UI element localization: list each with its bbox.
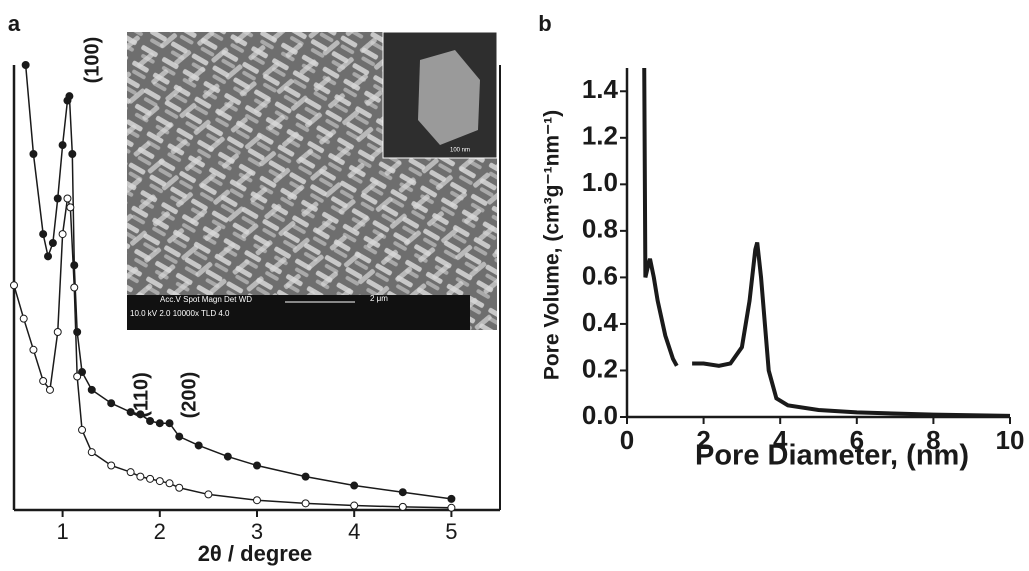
data-point [136, 410, 145, 419]
data-point [155, 477, 164, 486]
data-point [58, 230, 67, 239]
data-point [66, 203, 75, 212]
y-tick-label: 0.6 [582, 260, 618, 290]
data-point [63, 194, 72, 203]
data-point [447, 494, 456, 503]
data-point [10, 281, 18, 290]
inset-text: 2 μm [370, 294, 388, 303]
data-point [78, 368, 87, 377]
data-point [194, 441, 203, 450]
x-tick-label: 0 [620, 425, 634, 455]
sem-image [127, 31, 498, 330]
data-point [301, 499, 310, 508]
x-tick-label: 4 [348, 519, 360, 544]
data-point [398, 502, 407, 511]
data-point [78, 425, 87, 434]
inset-text: 100 nm [450, 148, 470, 154]
x-tick-label: 8 [926, 425, 940, 455]
peak-annotation: (110) [130, 372, 152, 418]
data-point [73, 372, 82, 381]
data-point [136, 472, 145, 481]
data-point [175, 483, 184, 492]
panel-label: b [538, 11, 551, 36]
data-point [65, 92, 74, 101]
inset-text: 10.0 kV 2.0 10000x TLD 4.0 [130, 309, 230, 318]
y-tick-label: 1.0 [582, 167, 618, 197]
y-tick-label: 1.4 [582, 74, 619, 104]
data-point [39, 230, 48, 239]
data-point [29, 150, 38, 158]
data-point [175, 432, 184, 441]
data-point [350, 501, 359, 510]
y-tick-label: 1.2 [582, 121, 618, 151]
data-point [21, 61, 30, 69]
x-tick-label: 1 [56, 519, 68, 544]
series-line [642, 67, 1011, 418]
data-point [398, 488, 407, 497]
data-point [126, 408, 135, 417]
data-point [68, 150, 77, 158]
series-line [13, 198, 452, 509]
data-point [146, 417, 155, 425]
data-point [253, 461, 261, 470]
peak-annotation: (100) [81, 37, 103, 84]
data-point [53, 328, 62, 336]
data-point [70, 261, 79, 270]
y-tick-label: 0.2 [582, 353, 618, 383]
data-point [223, 452, 232, 461]
y-tick-label: 0.8 [582, 214, 618, 244]
data-point [301, 472, 310, 481]
series-line [24, 64, 452, 500]
x-tick-label: 2 [154, 519, 166, 544]
data-point [146, 474, 155, 483]
data-point [155, 419, 164, 428]
data-point [107, 461, 116, 470]
x-axis-label: 2θ / degree [198, 541, 313, 566]
data-point [58, 141, 67, 150]
data-point [19, 314, 28, 323]
x-tick-label: 2 [696, 425, 710, 455]
data-point [253, 496, 261, 505]
data-point [107, 399, 116, 408]
y-tick-label: 0.4 [582, 307, 619, 337]
data-point [48, 239, 57, 247]
data-point [73, 328, 82, 336]
y-tick-label: 0.0 [582, 400, 618, 430]
x-tick-label: 6 [850, 425, 864, 455]
data-point [29, 345, 38, 354]
x-tick-label: 5 [445, 519, 457, 544]
data-point [45, 385, 54, 394]
data-point [447, 503, 456, 512]
x-tick-label: 10 [996, 425, 1025, 455]
data-point [53, 194, 62, 203]
data-point [39, 376, 48, 385]
data-point [87, 385, 96, 394]
y-axis-label: Pore Volume, (cm³g⁻¹nm⁻¹) [541, 110, 564, 380]
data-point [165, 419, 174, 428]
data-point [126, 468, 135, 477]
x-tick-label: 4 [773, 425, 788, 455]
x-axis-label: Pore Diameter, (nm) [695, 440, 969, 472]
data-point [70, 283, 79, 292]
panel-label: a [8, 11, 21, 36]
data-point [204, 490, 213, 499]
data-point [165, 479, 174, 488]
data-point [87, 448, 96, 457]
x-tick-label: 3 [251, 519, 263, 544]
peak-annotation: (200) [178, 372, 200, 419]
data-point [350, 481, 359, 490]
data-point [44, 252, 53, 261]
inset-text: Acc.V Spot Magn Det WD [160, 295, 252, 304]
